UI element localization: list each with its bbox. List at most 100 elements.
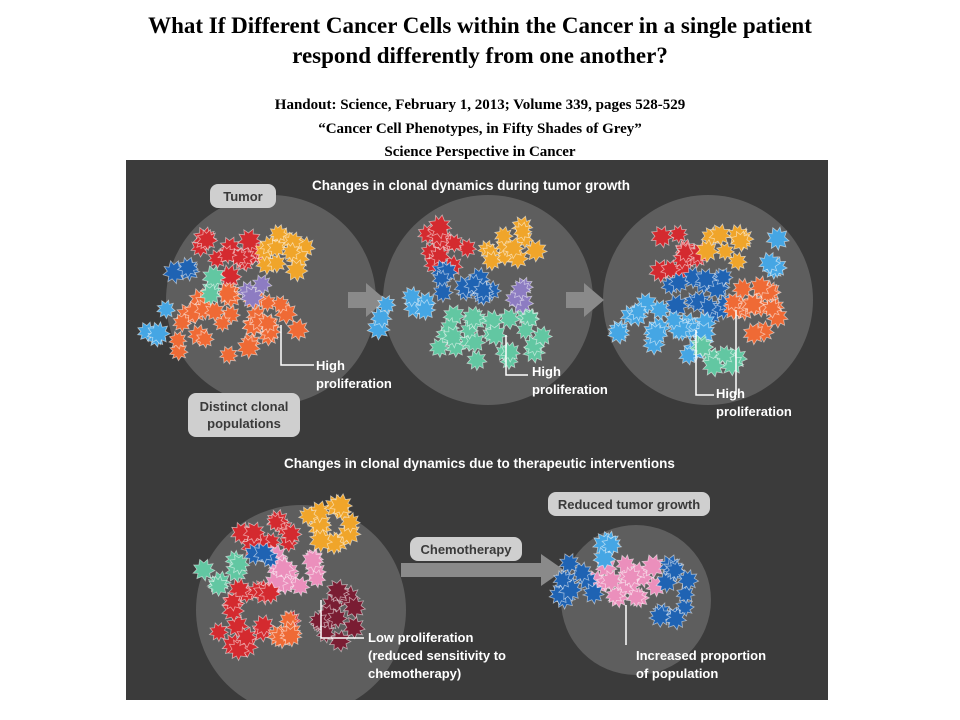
cell-108 <box>472 280 495 302</box>
cell-311 <box>192 558 216 582</box>
cell-357 <box>592 546 617 571</box>
cell-318 <box>252 542 276 565</box>
cell-268 <box>307 569 327 589</box>
cell-314 <box>228 553 251 576</box>
cell-72 <box>168 330 188 350</box>
cell-27 <box>268 223 289 244</box>
cell-219 <box>649 299 671 321</box>
cell-50 <box>270 294 291 315</box>
cell-284 <box>208 621 230 643</box>
cell-91 <box>506 247 530 270</box>
cell-57 <box>203 300 226 323</box>
cell-197 <box>762 298 783 319</box>
cell-53 <box>195 329 215 349</box>
cell-218 <box>664 309 685 331</box>
cell-151 <box>650 225 674 249</box>
proliferation-label-3: proliferation <box>716 404 792 419</box>
high-label-1: High <box>316 358 345 373</box>
cell-321 <box>625 586 647 608</box>
proliferation-label-2: proliferation <box>532 382 608 397</box>
cell-335 <box>599 569 623 593</box>
low-proliferation-line-3: chemotherapy) <box>368 666 461 681</box>
tumor-label: Tumor <box>223 189 262 204</box>
chemotherapy-pill <box>410 537 522 561</box>
cell-44 <box>218 345 239 366</box>
cell-63 <box>199 283 223 307</box>
cell-33 <box>286 318 310 342</box>
cell-96 <box>493 225 514 247</box>
cell-41 <box>212 312 233 333</box>
cell-294 <box>342 615 366 640</box>
cell-107 <box>432 281 454 304</box>
cell-138 <box>400 285 423 308</box>
cell-344 <box>558 552 581 575</box>
reduced-growth-label: Reduced tumor growth <box>558 497 700 512</box>
cell-74 <box>456 237 478 259</box>
cell-161 <box>727 251 748 272</box>
cell-94 <box>512 221 533 242</box>
cell-229 <box>714 344 736 366</box>
cell-251 <box>339 511 362 534</box>
cell-82 <box>427 214 453 240</box>
cell-162 <box>715 241 736 262</box>
cell-165 <box>729 230 752 253</box>
cell-270 <box>289 575 311 597</box>
cell-129 <box>531 325 554 348</box>
tumor-label-pill <box>210 184 276 208</box>
cell-213 <box>678 345 699 366</box>
callout-line-3 <box>695 330 714 396</box>
cell-255 <box>297 505 319 527</box>
cell-90 <box>481 250 503 272</box>
increased-proportion-line-2: of population <box>636 666 718 681</box>
cell-339 <box>570 561 594 584</box>
cell-257 <box>308 528 334 554</box>
cell-286 <box>258 581 282 605</box>
cell-24 <box>266 237 288 259</box>
cell-51 <box>215 281 240 306</box>
cell-301 <box>326 607 349 629</box>
cell-346 <box>552 569 573 590</box>
cell-127 <box>428 337 451 359</box>
cell-147 <box>668 224 689 245</box>
handout-article-title: “Cancer Cell Phenotypes, in Fifty Shades… <box>318 121 642 137</box>
cell-14 <box>196 228 219 252</box>
therapy-arrow <box>401 554 564 586</box>
cell-48 <box>236 335 261 361</box>
cell-95 <box>502 236 526 260</box>
cell-56 <box>257 313 279 334</box>
cell-40 <box>257 293 278 313</box>
slide-title-line-1: What If Different Cancer Cells within th… <box>148 13 812 38</box>
handout-citation: Handout: Science, February 1, 2013; Volu… <box>274 97 686 113</box>
cell-45 <box>259 320 282 343</box>
cell-156 <box>675 241 697 264</box>
callout-line-2 <box>505 335 528 376</box>
low-proliferation-line-2: (reduced sensitivity to <box>368 648 506 663</box>
high-label-2: High <box>532 364 561 379</box>
growth-arrow-2 <box>566 283 604 317</box>
handout-section: Science Perspective in Cancer <box>384 144 576 160</box>
cell-39 <box>172 312 193 334</box>
cell-177 <box>698 296 720 318</box>
cell-354 <box>676 568 700 592</box>
slide-title-line-2: respond differently from one another? <box>292 43 668 68</box>
cell-176 <box>694 267 718 291</box>
section-header-growth: Changes in clonal dynamics during tumor … <box>312 178 630 193</box>
cell-269 <box>271 556 295 581</box>
cell-15 <box>217 244 238 265</box>
cell-254 <box>329 492 354 518</box>
cell-133 <box>484 323 508 348</box>
cell-362 <box>648 604 672 628</box>
cell-79 <box>444 233 465 254</box>
cell-181 <box>713 267 734 288</box>
cell-142 <box>510 279 532 301</box>
reduced-growth-pill <box>548 492 710 516</box>
cell-196 <box>765 305 789 329</box>
cell-230 <box>765 226 790 252</box>
cell-340 <box>581 582 606 605</box>
cell-245 <box>242 521 266 545</box>
cell-59 <box>162 260 188 285</box>
cell-137 <box>414 298 437 322</box>
cell-26 <box>281 241 302 263</box>
cell-62 <box>201 264 227 290</box>
distinct-label-line-1: Distinct clonal <box>200 399 289 414</box>
